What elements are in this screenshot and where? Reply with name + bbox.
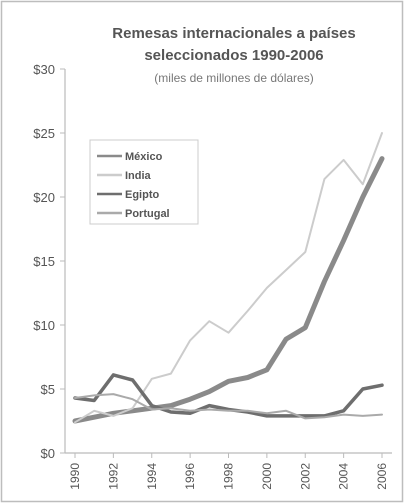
legend-label: Egipto — [125, 189, 159, 201]
y-tick-label: $30 — [33, 62, 55, 77]
y-tick-label: $10 — [33, 318, 55, 333]
y-tick-label: $25 — [33, 126, 55, 141]
y-axis-ticks: $0 $5 $10 $15 $20 $25 $30 — [33, 62, 65, 461]
x-tick-label: 1998 — [222, 463, 236, 490]
legend-label: Portugal — [125, 208, 170, 220]
chart-title-line1: Remesas internacionales a países — [112, 25, 355, 42]
chart-title-line2: seleccionados 1990-2006 — [144, 47, 323, 64]
y-tick-label: $0 — [41, 446, 55, 461]
series-line-egipto — [73, 373, 384, 418]
x-tick-label: 1996 — [183, 463, 197, 490]
y-tick-label: $20 — [33, 190, 55, 205]
legend-label: México — [125, 151, 163, 163]
legend-box — [89, 139, 199, 225]
series-line-india — [74, 132, 383, 424]
x-axis-ticks: 1990 1992 1994 1996 1998 2000 2002 2004 2006 — [68, 453, 389, 490]
y-tick-label: $5 — [41, 382, 55, 397]
x-tick-label: 1994 — [145, 463, 159, 490]
x-tick-label: 2004 — [337, 463, 351, 490]
x-tick-label: 2006 — [375, 463, 389, 490]
series-lines — [72, 132, 385, 424]
y-tick-label: $15 — [33, 254, 55, 269]
series-line-portugal — [74, 393, 383, 420]
legend-label: India — [125, 170, 152, 182]
x-tick-label: 1992 — [106, 463, 120, 490]
x-tick-label: 2000 — [260, 463, 274, 490]
x-tick-label: 2002 — [298, 463, 312, 490]
x-tick-label: 1990 — [68, 463, 82, 490]
legend: México India Egipto Portugal — [89, 139, 199, 225]
chart-subtitle: (miles de millones de dólares) — [154, 71, 313, 85]
